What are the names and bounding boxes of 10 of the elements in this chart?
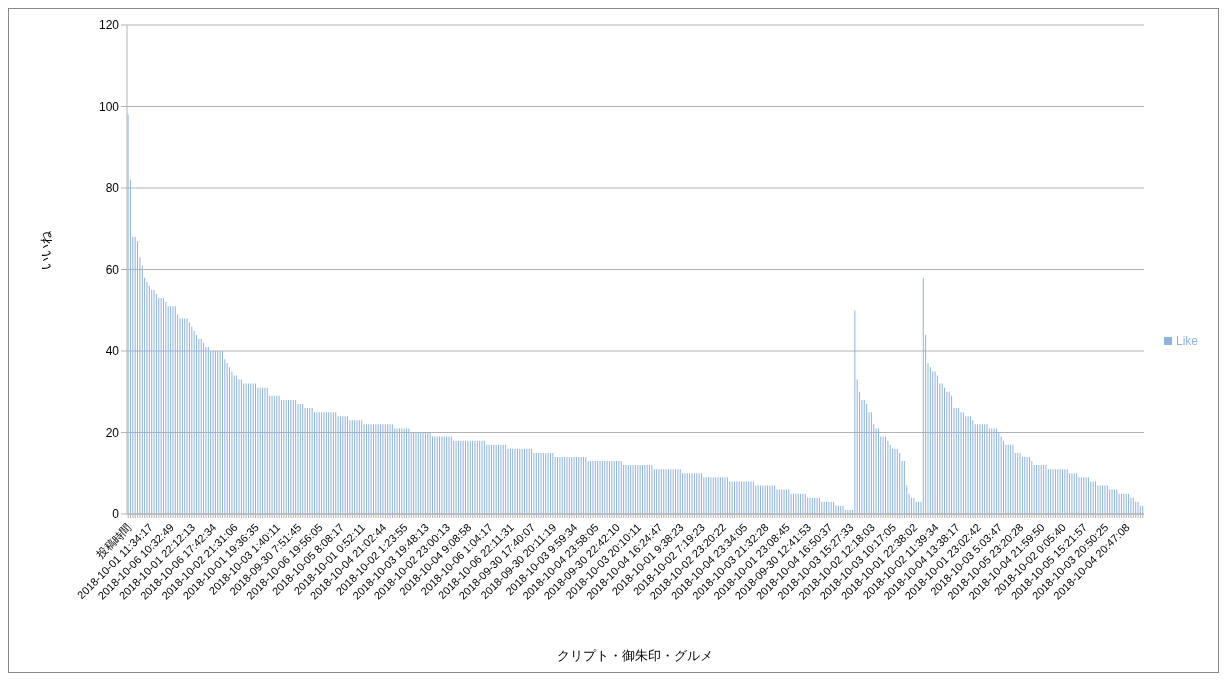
y-tick-label: 120 — [98, 18, 120, 33]
y-tick-label: 40 — [105, 344, 120, 359]
y-axis-title: いいね — [37, 229, 53, 270]
y-tick-label: 100 — [98, 99, 120, 114]
y-tick-label: 20 — [105, 425, 120, 440]
legend-label: Like — [1175, 333, 1198, 348]
y-tick-label: 80 — [105, 181, 120, 196]
y-tick-label: 60 — [105, 262, 120, 277]
x-axis-title: クリプト・御朱印・グルメ — [557, 648, 714, 663]
y-tick-label: 0 — [112, 507, 120, 522]
